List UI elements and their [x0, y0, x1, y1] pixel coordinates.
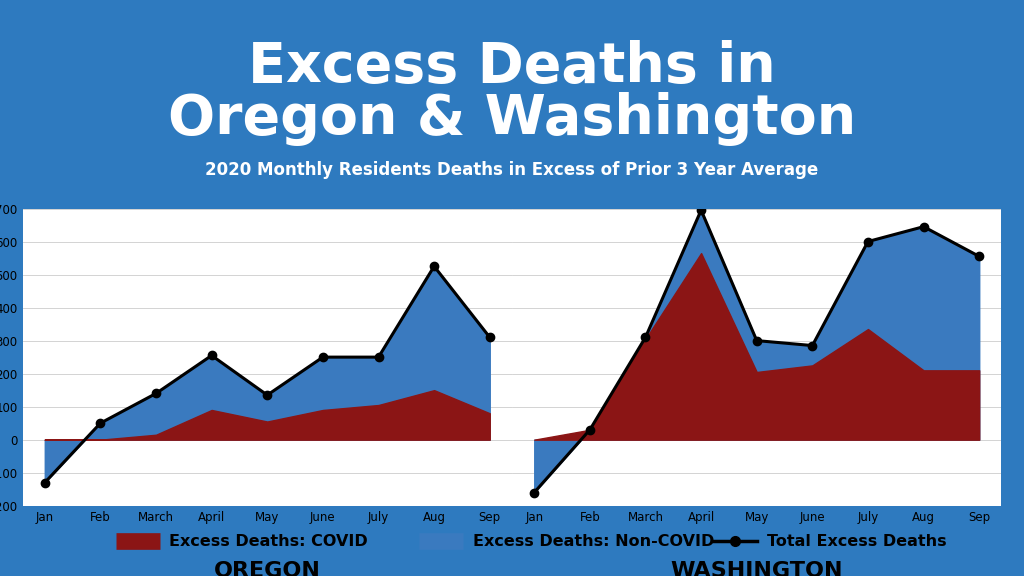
Text: Excess Deaths in
Oregon & Washington: Excess Deaths in Oregon & Washington: [168, 40, 856, 146]
Text: Total Excess Deaths: Total Excess Deaths: [767, 534, 946, 549]
Text: Excess Deaths: Non-COVID: Excess Deaths: Non-COVID: [473, 534, 714, 549]
Text: 2020 Monthly Residents Deaths in Excess of Prior 3 Year Average: 2020 Monthly Residents Deaths in Excess …: [206, 161, 818, 179]
Text: WASHINGTON: WASHINGTON: [671, 561, 843, 576]
Text: Excess Deaths: COVID: Excess Deaths: COVID: [169, 534, 368, 549]
Text: OREGON: OREGON: [214, 561, 321, 576]
